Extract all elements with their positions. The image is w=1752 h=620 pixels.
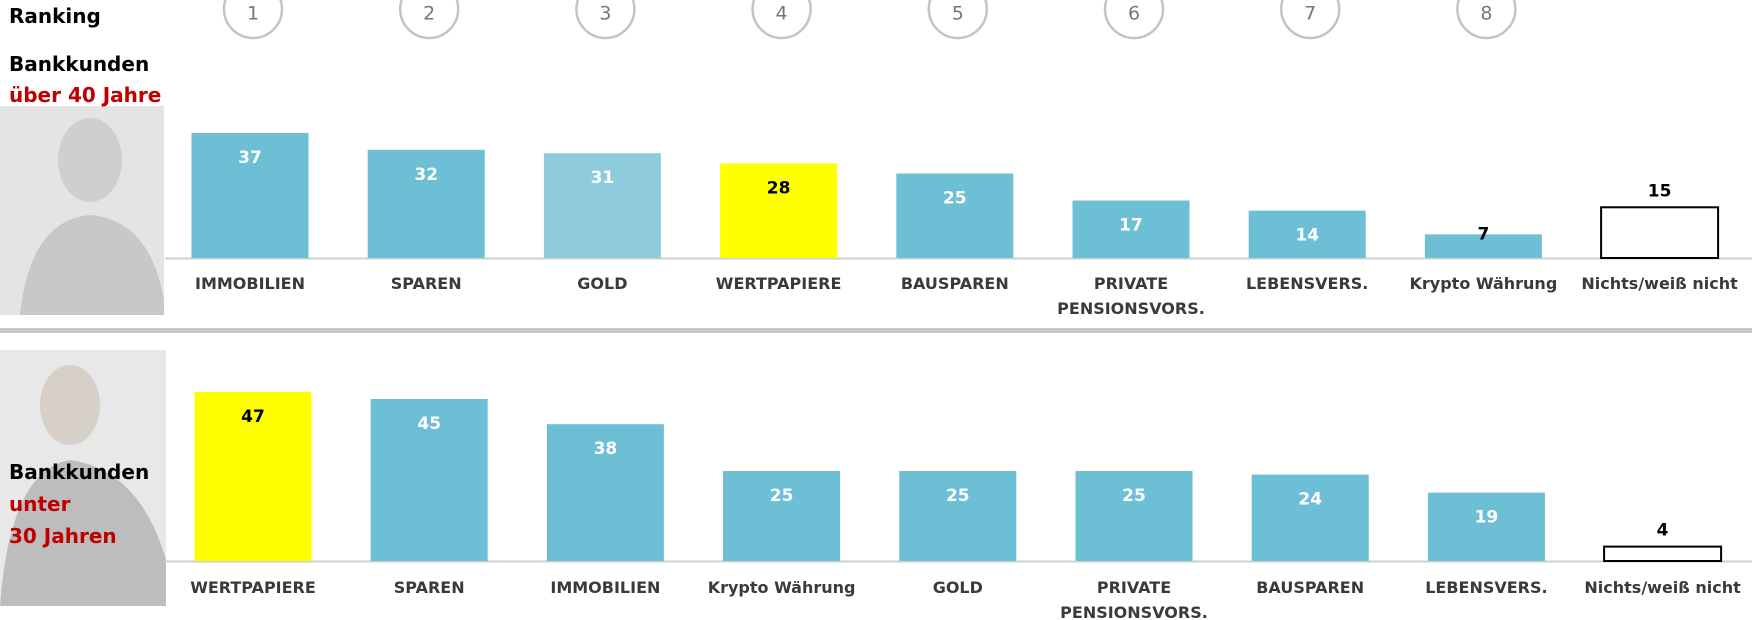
- rank-number: 4: [776, 3, 788, 25]
- bar: [896, 173, 1014, 258]
- value-label: 14: [1295, 226, 1319, 246]
- group-label: 30 Jahren: [9, 524, 117, 548]
- bar: [1600, 206, 1720, 260]
- value-label: 4: [1657, 521, 1669, 541]
- rank-circle: [1279, 0, 1341, 40]
- value-label: 17: [1119, 216, 1143, 236]
- bar: [367, 149, 485, 258]
- value-label: 32: [414, 165, 438, 185]
- value-label: 47: [241, 407, 265, 427]
- rank-circle: [1456, 0, 1517, 40]
- category-label: Nichts/weiß nicht: [1581, 274, 1738, 293]
- category-label: Krypto Währung: [707, 578, 856, 597]
- bar: [370, 399, 488, 561]
- bar: [723, 471, 841, 561]
- category-label: SPAREN: [390, 274, 462, 293]
- bar: [1424, 234, 1542, 258]
- rank-circle: [222, 0, 284, 40]
- photo-body: [0, 460, 166, 606]
- rank-circle: [1103, 0, 1165, 40]
- value-label: 28: [767, 178, 791, 198]
- ranking-label: Ranking: [9, 4, 101, 28]
- rank-circle: [398, 0, 460, 40]
- value-label: 25: [946, 486, 970, 506]
- category-label: BAUSPAREN: [1256, 578, 1365, 597]
- value-label: 25: [943, 189, 967, 209]
- rank-number: 6: [1128, 3, 1140, 25]
- group-label: Bankkunden: [9, 460, 150, 484]
- bar: [1603, 545, 1723, 562]
- value-label: 24: [1298, 490, 1322, 510]
- rank-number: 3: [599, 3, 611, 25]
- category-label: SPAREN: [393, 578, 465, 597]
- value-label: 31: [591, 168, 615, 188]
- bar: [899, 471, 1017, 561]
- photo-body: [20, 215, 164, 315]
- rank-number: 5: [952, 3, 964, 25]
- bar: [1248, 210, 1366, 258]
- bar: [1251, 474, 1369, 561]
- bar: [1427, 492, 1545, 561]
- group-label: Bankkunden: [9, 52, 150, 76]
- category-label: PRIVATE PENSIONSVORS.: [1060, 578, 1208, 620]
- group-label: unter: [9, 492, 71, 516]
- category-label: LEBENSVERS.: [1245, 274, 1369, 293]
- bar: [546, 424, 664, 561]
- value-label: 45: [417, 414, 441, 434]
- category-label: WERTPAPIERE: [190, 578, 316, 597]
- bar: [1075, 471, 1193, 561]
- category-label: IMMOBILIEN: [550, 578, 661, 597]
- value-label: 19: [1475, 508, 1499, 528]
- bar: [720, 163, 838, 258]
- category-label: PRIVATE PENSIONSVORS.: [1057, 274, 1205, 318]
- category-label: Nichts/weiß nicht: [1584, 578, 1741, 597]
- category-label: WERTPAPIERE: [715, 274, 842, 293]
- photo-head: [58, 118, 122, 202]
- bar: [543, 153, 661, 258]
- rank-circle: [927, 0, 989, 40]
- rank-number: 7: [1304, 3, 1316, 25]
- value-label: 37: [238, 148, 262, 168]
- value-label: 25: [770, 486, 794, 506]
- rank-number: 8: [1480, 3, 1492, 25]
- rank-number: 1: [247, 3, 259, 25]
- bar: [194, 391, 312, 561]
- bar: [1072, 200, 1190, 258]
- value-label: 38: [594, 439, 618, 459]
- category-label: Krypto Währung: [1409, 274, 1558, 293]
- rank-circle: [751, 0, 812, 40]
- value-label: 7: [1477, 224, 1489, 244]
- photo-head: [40, 365, 100, 445]
- category-label: GOLD: [577, 274, 628, 293]
- separator: [0, 328, 1752, 333]
- rank-number: 2: [423, 3, 435, 25]
- rank-circle: [575, 0, 636, 40]
- value-label: 25: [1122, 486, 1146, 506]
- group-label: über 40 Jahre: [9, 83, 162, 107]
- category-label: GOLD: [932, 578, 983, 597]
- value-label: 15: [1648, 181, 1672, 201]
- bar: [191, 132, 309, 258]
- category-label: IMMOBILIEN: [194, 274, 305, 293]
- category-label: LEBENSVERS.: [1425, 578, 1548, 597]
- category-label: BAUSPAREN: [900, 274, 1009, 293]
